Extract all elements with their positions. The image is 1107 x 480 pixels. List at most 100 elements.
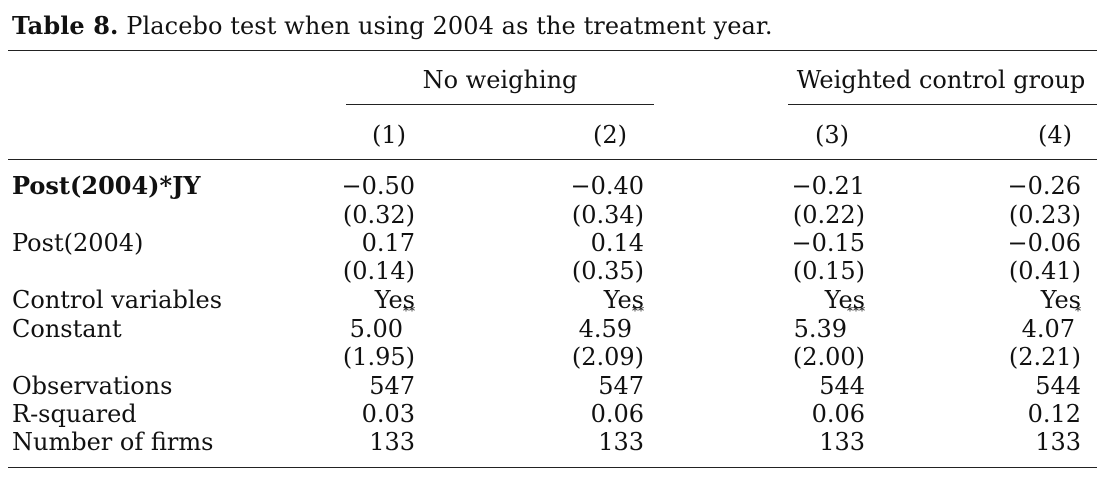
group-header-weighted-control: Weighted control group — [796, 66, 1086, 94]
cell-value: 0.03 — [361, 400, 415, 428]
cell-value: 547 — [369, 372, 415, 400]
table-cell: −0.26 — [1007, 172, 1081, 200]
table-cell: 133 — [1035, 428, 1081, 456]
table-cell: (2.09) — [572, 343, 644, 371]
table-caption-text: Placebo test when using 2004 as the trea… — [118, 12, 773, 40]
cell-value: −0.06 — [1007, 229, 1081, 257]
cell-value: −0.21 — [791, 172, 865, 200]
cell-value: Yes — [824, 286, 865, 314]
table-cell: (0.41) — [1009, 257, 1081, 285]
cell-value: 133 — [1035, 428, 1081, 456]
cell-value: 0.06 — [811, 400, 865, 428]
table-caption-label: Table 8. — [12, 11, 119, 40]
cell-value: (2.09) — [571, 343, 644, 371]
table-cell: −0.21 — [791, 172, 865, 200]
column-header-1: (1) — [372, 121, 406, 149]
cell-value: Yes — [374, 286, 415, 314]
cell-value: 547 — [598, 372, 644, 400]
table-cell: 544 — [1035, 372, 1081, 400]
bottom-rule — [8, 467, 1097, 468]
table-cell: Yes — [1041, 286, 1081, 314]
cell-value: (0.35) — [571, 257, 644, 285]
table-caption: Table 8. Placebo test when using 2004 as… — [12, 11, 773, 40]
table-cell: 0.12 — [1028, 400, 1081, 428]
group-header-no-weighing: No weighing — [422, 66, 578, 94]
table-cell: 4.59** — [578, 305, 644, 343]
row-label: R-squared — [12, 400, 137, 428]
table-cell: Yes — [825, 286, 865, 314]
table-cell: 5.00** — [349, 305, 415, 343]
cell-value: −0.40 — [570, 172, 644, 200]
table-cell: (0.22) — [793, 201, 865, 229]
cell-value: (0.41) — [1008, 257, 1081, 285]
table-cell: 0.17 — [362, 229, 415, 257]
group-rule-weighted-control — [788, 104, 1097, 105]
cell-value: (0.14) — [342, 257, 415, 285]
cell-value: 0.06 — [590, 400, 644, 428]
group-rule-no-weighing — [346, 104, 654, 105]
table-cell: (0.14) — [343, 257, 415, 285]
header-rule — [8, 159, 1097, 160]
cell-value: 133 — [598, 428, 644, 456]
cell-value: 4.07 — [1021, 315, 1075, 343]
table-cell: 133 — [369, 428, 415, 456]
cell-value: 4.59 — [578, 315, 632, 343]
column-header-4: (4) — [1038, 121, 1072, 149]
cell-value: (0.34) — [571, 201, 644, 229]
table-cell: 133 — [598, 428, 644, 456]
cell-value: −0.50 — [341, 172, 415, 200]
table-cell: 547 — [369, 372, 415, 400]
cell-value: 5.00 — [349, 315, 403, 343]
cell-value: 133 — [369, 428, 415, 456]
column-header-2: (2) — [593, 121, 627, 149]
table-cell: 0.06 — [812, 400, 865, 428]
cell-value: −0.15 — [791, 229, 865, 257]
cell-value: (0.23) — [1008, 201, 1081, 229]
cell-value: 544 — [1035, 372, 1081, 400]
cell-value: (2.21) — [1008, 343, 1081, 371]
cell-value: 0.14 — [590, 229, 644, 257]
table-cell: 133 — [819, 428, 865, 456]
table-cell: 544 — [819, 372, 865, 400]
significance-stars: * — [1075, 304, 1081, 318]
row-label: Number of firms — [12, 428, 214, 456]
table-cell: 547 — [598, 372, 644, 400]
cell-value: 0.12 — [1027, 400, 1081, 428]
cell-value: (0.22) — [792, 201, 865, 229]
cell-value: Yes — [1040, 286, 1081, 314]
cell-value: 0.17 — [361, 229, 415, 257]
table-cell: (0.32) — [343, 201, 415, 229]
table-cell: 4.07* — [1021, 305, 1081, 343]
cell-value: (0.32) — [342, 201, 415, 229]
table-cell: (0.23) — [1009, 201, 1081, 229]
table-cell: −0.40 — [570, 172, 644, 200]
cell-value: 544 — [819, 372, 865, 400]
table-cell: (0.15) — [793, 257, 865, 285]
table-cell: Yes — [375, 286, 415, 314]
table-cell: (0.35) — [572, 257, 644, 285]
significance-stars: ** — [632, 304, 644, 318]
table-cell: 5.39*** — [794, 305, 865, 343]
row-label: Post(2004)*JY — [12, 171, 201, 200]
significance-stars: *** — [847, 304, 865, 318]
table-cell: −0.50 — [341, 172, 415, 200]
table-cell: −0.15 — [791, 229, 865, 257]
row-label: Post(2004) — [12, 229, 144, 257]
row-label: Control variables — [12, 286, 223, 314]
row-label: Observations — [12, 372, 173, 400]
cell-value: (1.95) — [342, 343, 415, 371]
table-cell: (2.21) — [1009, 343, 1081, 371]
cell-value: (0.15) — [792, 257, 865, 285]
cell-value: −0.26 — [1007, 172, 1081, 200]
cell-value: 133 — [819, 428, 865, 456]
table-cell: (0.34) — [572, 201, 644, 229]
column-header-3: (3) — [815, 121, 849, 149]
significance-stars: ** — [403, 304, 415, 318]
table-cell: (2.00) — [793, 343, 865, 371]
table-cell: 0.06 — [591, 400, 644, 428]
row-label: Constant — [12, 315, 122, 343]
table-cell: (1.95) — [343, 343, 415, 371]
table-cell: −0.06 — [1007, 229, 1081, 257]
cell-value: Yes — [603, 286, 644, 314]
table-cell: Yes — [604, 286, 644, 314]
